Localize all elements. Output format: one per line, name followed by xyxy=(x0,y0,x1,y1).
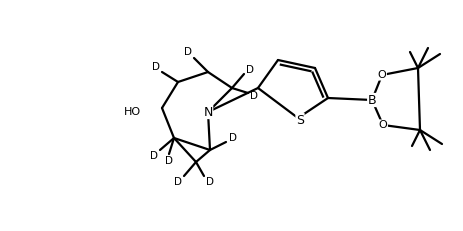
Text: D: D xyxy=(174,177,182,187)
Text: D: D xyxy=(165,156,173,166)
Text: D: D xyxy=(206,177,214,187)
Text: D: D xyxy=(229,133,237,143)
Text: D: D xyxy=(184,47,192,57)
Text: O: O xyxy=(379,120,388,130)
Text: D: D xyxy=(246,65,254,75)
Text: D: D xyxy=(250,91,258,101)
Text: N: N xyxy=(203,106,213,119)
Text: D: D xyxy=(150,151,158,161)
Text: D: D xyxy=(152,62,160,72)
Text: HO: HO xyxy=(124,107,141,117)
Text: B: B xyxy=(368,94,376,106)
Text: O: O xyxy=(378,70,387,80)
Text: S: S xyxy=(296,113,304,127)
